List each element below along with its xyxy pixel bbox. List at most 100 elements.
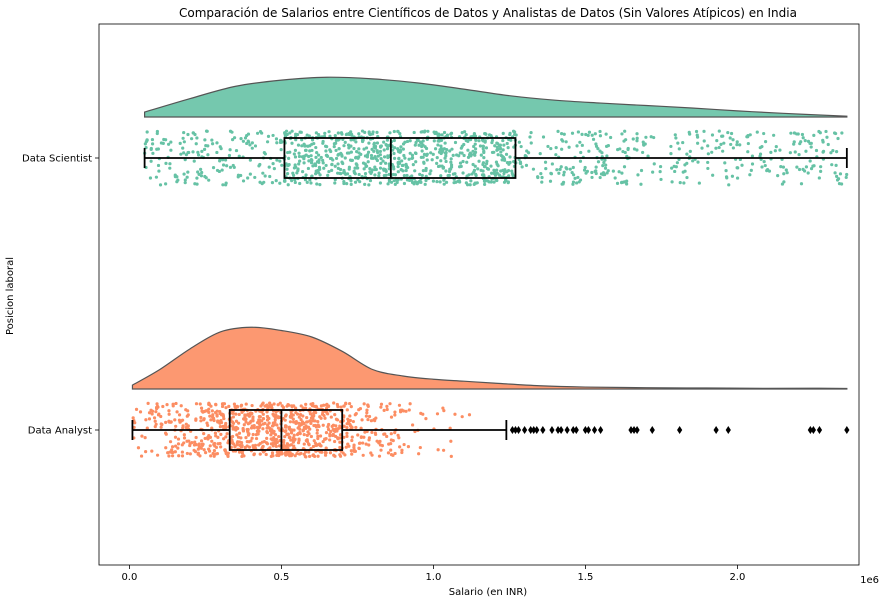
rain-point [186,413,190,417]
rain-point [443,141,447,145]
rain-point [562,173,566,177]
rain-point [234,419,239,423]
y-axis-label: Posicion laboral [5,257,16,335]
rain-point [338,453,342,457]
rain-point [502,143,506,147]
rain-point [448,149,452,153]
rain-point [332,453,336,457]
rain-point [361,441,365,445]
rain-point [191,150,195,154]
rain-point [422,161,426,165]
rain-point [170,454,175,458]
rain-point [328,451,333,455]
rain-point [477,139,481,143]
rain-point [363,182,367,187]
rain-point [262,439,266,444]
rain-point [584,132,588,137]
rain-point [159,422,163,426]
rain-point [354,162,358,166]
rain-point [431,152,435,156]
rain-point [318,167,322,171]
rain-point [402,153,406,158]
rain-point [700,146,704,150]
rain-point [428,172,432,176]
rain-point [378,153,382,157]
rain-point [144,140,148,144]
rain-point [688,149,692,153]
rain-point [473,142,477,146]
rain-point [524,163,529,168]
rain-point [225,432,229,436]
chart-title: Comparación de Salarios entre Científico… [179,6,797,20]
rain-point [410,153,415,157]
rain-point [641,150,645,155]
rain-point [513,132,517,137]
rain-point [392,179,396,183]
rain-point [556,129,560,133]
rain-point [204,451,208,455]
rain-point [449,160,453,164]
rain-point [773,149,777,153]
rain-point [379,161,383,165]
rain-point [763,140,768,144]
rain-point [192,159,196,163]
outlier-point [570,426,576,434]
rain-point [297,151,301,155]
rain-point [473,153,477,157]
rain-point [357,408,361,412]
outlier-point [540,426,546,434]
rain-point [284,429,288,433]
rain-point [381,159,385,163]
rain-point [291,436,295,440]
rain-point [291,420,296,424]
rain-point [131,416,135,420]
rain-point [571,182,575,186]
rain-point [354,425,358,430]
rain-point [583,165,587,170]
rain-point [605,154,609,158]
rain-point [341,451,345,455]
rain-point [449,439,453,443]
rain-point [258,129,263,134]
rain-point [507,161,511,165]
rain-point [206,423,210,428]
rain-point [147,417,152,421]
rain-point [314,172,318,176]
rain-point [300,144,304,148]
rain-point [495,178,499,183]
rain-point [273,420,277,424]
rain-point [418,445,422,450]
rain-point [412,130,416,135]
rain-point [185,451,189,456]
rain-point [245,440,249,444]
rain-point [301,406,305,410]
rain-point [364,146,369,150]
rain-point [265,414,270,419]
rain-point [601,164,605,168]
rain-point [437,150,442,154]
rain-point [309,434,313,439]
outlier-point [558,426,564,434]
outlier-point [649,426,655,434]
rain-point [383,161,388,165]
rain-point [339,172,343,176]
rain-point [549,146,553,151]
rain-point [203,436,207,441]
rain-point [576,175,580,180]
rain-point [406,445,411,449]
rain-point [362,167,366,171]
rain-point [336,171,340,175]
rain-point [320,412,325,416]
rain-point [352,138,356,142]
rain-point [171,404,175,408]
rain-point [216,442,220,446]
rain-point [821,150,825,154]
rain-point [270,181,275,185]
rain-point [347,132,351,137]
rain-point [326,425,330,429]
rain-point [591,137,596,141]
rain-point [484,162,489,166]
rain-point [603,166,608,170]
outlier-point [531,426,537,434]
rain-point [258,415,262,419]
